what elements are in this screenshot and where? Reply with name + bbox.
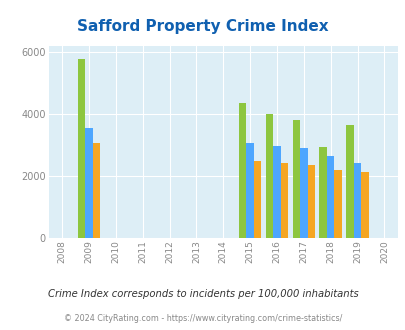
Bar [77, 58, 85, 238]
Bar [353, 163, 360, 238]
Bar [307, 165, 314, 238]
Bar [265, 114, 273, 238]
Bar [319, 147, 326, 238]
Bar [280, 163, 288, 238]
Bar [292, 120, 299, 238]
Text: Safford Property Crime Index: Safford Property Crime Index [77, 19, 328, 34]
Bar [85, 128, 92, 238]
Bar [238, 103, 246, 238]
Bar [345, 125, 353, 238]
Bar [246, 144, 253, 238]
Bar [360, 172, 368, 238]
Text: Crime Index corresponds to incidents per 100,000 inhabitants: Crime Index corresponds to incidents per… [47, 289, 358, 299]
Bar [273, 146, 280, 238]
Text: © 2024 CityRating.com - https://www.cityrating.com/crime-statistics/: © 2024 CityRating.com - https://www.city… [64, 314, 341, 323]
Bar [334, 170, 341, 238]
Bar [299, 148, 307, 238]
Bar [253, 161, 261, 238]
Bar [326, 156, 334, 238]
Bar [92, 144, 100, 238]
